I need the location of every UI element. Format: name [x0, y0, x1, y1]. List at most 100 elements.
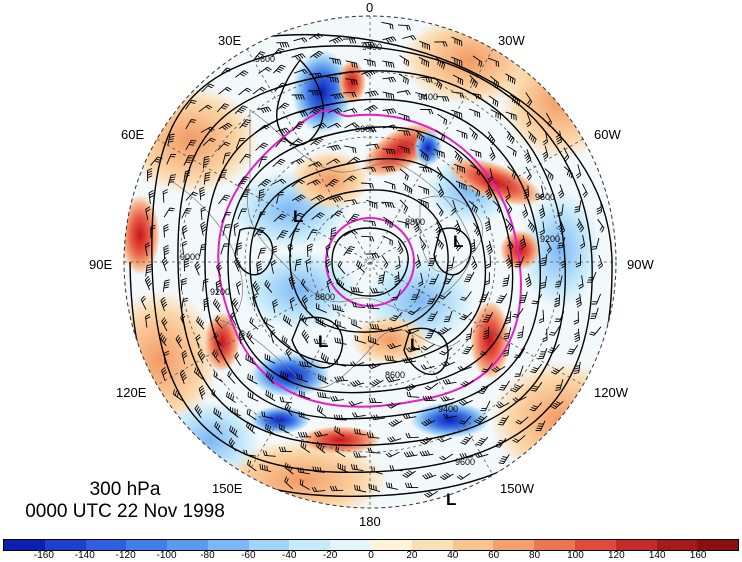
wind-barb [181, 240, 188, 255]
height-contours [129, 33, 613, 498]
wind-barb [489, 75, 500, 88]
wind-barb [144, 242, 151, 257]
wind-barb [503, 327, 512, 340]
color-scale-tick: 80 [528, 550, 541, 561]
wind-barb [194, 261, 201, 276]
wind-barb [343, 230, 358, 237]
wind-barb [237, 176, 249, 187]
wind-barb [245, 421, 256, 434]
wind-barb [386, 376, 401, 383]
wind-barb [576, 218, 584, 233]
wind-barb [288, 275, 296, 290]
wind-barb [382, 108, 397, 115]
wind-barb [437, 113, 448, 126]
wind-barb [253, 51, 266, 61]
color-scale-tick: 100 [567, 550, 584, 561]
wind-barb [288, 228, 301, 239]
wind-barb [185, 119, 197, 130]
wind-barb [258, 156, 268, 168]
wind-barb [555, 130, 562, 145]
wind-barb [293, 37, 308, 43]
wind-barb [502, 344, 510, 357]
wind-barb [454, 150, 463, 164]
wind-barb [526, 113, 532, 128]
wind-barb [473, 222, 481, 237]
color-scale-tick: -60 [241, 550, 256, 561]
wind-barb [456, 473, 471, 480]
wind-barb [202, 155, 210, 169]
wind-barb [420, 364, 435, 370]
wind-barb [377, 271, 386, 284]
wind-barb [460, 435, 473, 445]
wind-barb [419, 166, 433, 173]
wind-barb [488, 95, 499, 107]
wind-barb [214, 421, 223, 435]
wind-barb [458, 415, 472, 425]
wind-barb [474, 415, 488, 424]
wind-barb [470, 185, 481, 197]
wind-barb [469, 74, 478, 88]
color-scale-tick: -160 [33, 550, 54, 561]
wind-barb [145, 313, 151, 328]
contour-labels: 9400 9600 8600 8800 9200 9000 8800 9600 … [180, 42, 560, 467]
wind-barb [309, 106, 323, 115]
wind-barb [369, 378, 384, 387]
wind-barb [386, 402, 401, 409]
wind-barb [195, 334, 201, 349]
wind-barb [236, 280, 242, 295]
wind-barb [524, 149, 532, 164]
wind-barb [161, 257, 169, 272]
wind-barb [256, 211, 266, 223]
wind-barb [554, 311, 565, 322]
wind-barb [183, 170, 191, 183]
wind-barb [488, 57, 500, 68]
wind-barb [343, 175, 357, 183]
wind-barb [197, 349, 205, 364]
wind-barb [344, 145, 357, 154]
wind-barb [150, 156, 163, 166]
contour-label: 9400 [362, 42, 382, 52]
wind-barb [472, 55, 483, 68]
wind-barb [256, 260, 263, 275]
wind-barb [498, 380, 510, 391]
wind-barb [387, 436, 402, 443]
wind-barb [404, 482, 419, 489]
wind-barb [459, 452, 474, 459]
wind-barb [554, 294, 561, 308]
wind-barb [226, 391, 236, 403]
wind-barb [397, 24, 411, 31]
wind-barb [345, 78, 358, 86]
wind-barb [486, 240, 493, 255]
color-swatch [534, 540, 575, 550]
wind-barb [310, 137, 324, 146]
wind-barb [458, 399, 473, 406]
wind-barb [451, 199, 457, 215]
longitude-label-60w: 60W [594, 127, 621, 142]
longitude-label-120w: 120W [594, 385, 628, 400]
color-swatch [656, 540, 698, 550]
wind-barb [479, 345, 492, 356]
wind-barb [510, 384, 524, 393]
wind-barb [469, 92, 482, 100]
wind-barb [505, 311, 512, 325]
wind-barb [348, 400, 363, 407]
wind-barb [272, 299, 279, 313]
color-scale-bar [3, 539, 739, 551]
wind-barb [540, 253, 548, 267]
wind-barb [506, 130, 515, 145]
wind-barb [427, 254, 437, 266]
wind-barb [550, 366, 565, 375]
color-swatch [289, 540, 331, 550]
wind-barb [249, 317, 259, 330]
wind-barb [524, 273, 532, 288]
wind-barb [361, 182, 375, 189]
longitude-label-30w: 30W [498, 33, 525, 48]
wind-barb [575, 293, 582, 308]
contour-label: 9200 [540, 234, 560, 244]
wind-barb [579, 234, 586, 249]
wind-barb [229, 425, 239, 438]
wind-barb [415, 130, 425, 143]
wind-barb [418, 185, 430, 195]
wind-barb [451, 56, 463, 67]
wind-barb [203, 297, 210, 311]
